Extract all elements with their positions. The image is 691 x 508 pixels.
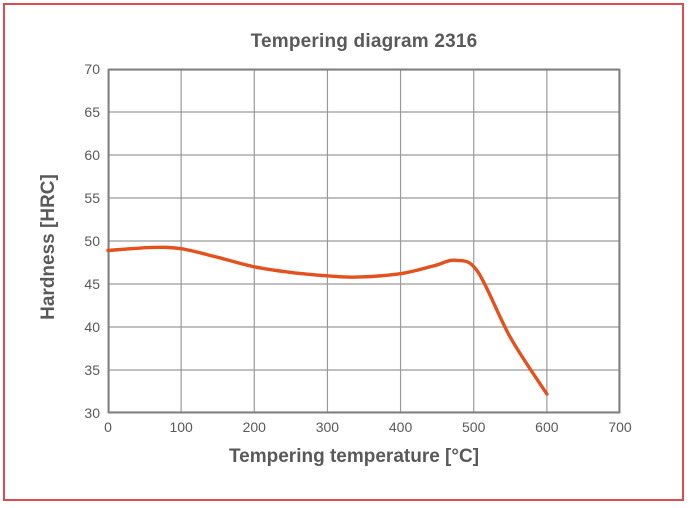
y-tick-label: 65 xyxy=(84,104,100,120)
x-tick-label: 0 xyxy=(104,419,112,435)
x-tick-label: 600 xyxy=(535,419,559,435)
plot-region: 30 35 40 45 50 55 60 65 70 0 100 200 300 400 500 600 70… xyxy=(84,61,631,435)
y-tick-label: 50 xyxy=(84,233,100,249)
chart-title: Tempering diagram 2316 xyxy=(250,31,478,52)
x-axis-title: Tempering temperature [°C] xyxy=(228,446,480,467)
x-tick-label: 400 xyxy=(388,419,413,435)
x-tick-label: 500 xyxy=(462,419,486,435)
x-tick-label: 200 xyxy=(242,419,266,435)
y-tick-label: 60 xyxy=(84,147,100,163)
y-tick-label: 45 xyxy=(84,276,100,292)
y-tick-label: 70 xyxy=(84,61,100,77)
series-line xyxy=(106,245,549,396)
y-tick-label: 55 xyxy=(84,190,100,206)
x-tick-label: 100 xyxy=(169,419,193,435)
plot-area xyxy=(106,68,621,414)
y-tick-label: 35 xyxy=(84,362,100,378)
y-tick-label: 40 xyxy=(84,319,100,335)
x-tick-label: 300 xyxy=(315,419,340,435)
plot-frame xyxy=(108,69,620,413)
x-tick-label: 700 xyxy=(608,419,632,435)
y-tick-label: 30 xyxy=(84,405,100,421)
